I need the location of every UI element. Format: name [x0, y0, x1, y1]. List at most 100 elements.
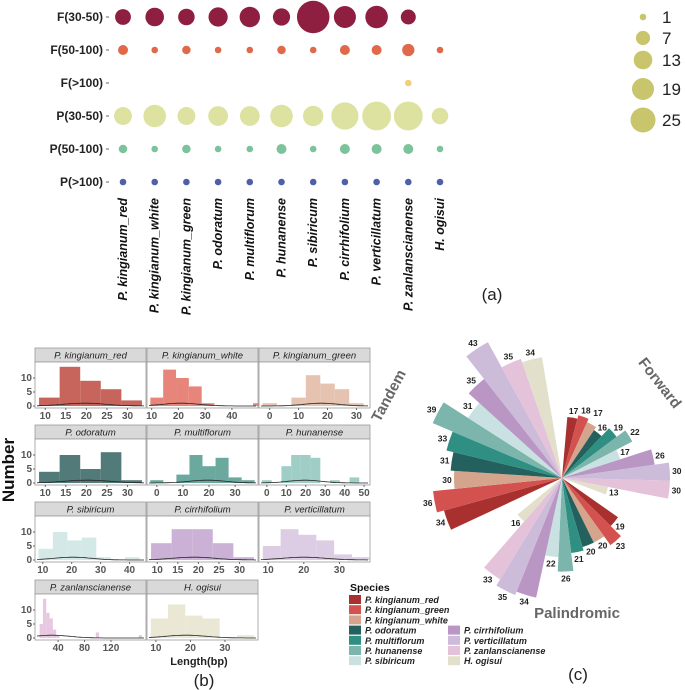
bubble [119, 178, 127, 186]
x-tick-label: 30 [320, 488, 332, 499]
radial-bar [562, 415, 589, 478]
x-tick-label: 20 [203, 488, 215, 499]
bar-value-label: 39 [427, 404, 437, 414]
x-tick-label: 25 [213, 565, 225, 576]
y-tick-label: 5 [26, 387, 32, 398]
bubble [270, 104, 293, 128]
panel-b-xlabel: Length(bp) [170, 656, 228, 668]
x-tick-label: 0 [264, 488, 270, 499]
bubble [115, 9, 131, 25]
histogram-bar [100, 452, 122, 483]
x-tick-label: 10 [40, 411, 52, 422]
bubble [373, 178, 380, 186]
x-tick-label: 40 [124, 565, 136, 576]
histogram-bar [334, 389, 350, 406]
legend-title: Species [350, 582, 390, 594]
density-curve [260, 556, 369, 561]
histogram-bar [151, 543, 172, 560]
bubble [278, 178, 285, 186]
column-label: P. kingianum_green [179, 198, 193, 316]
radial-bar [562, 428, 617, 478]
legend-label: P. kingianum_red [365, 595, 439, 605]
panel-b-label: (b) [194, 671, 215, 690]
radial-bar [516, 478, 562, 598]
legend-swatch [349, 635, 361, 645]
bar-value-label: 30 [442, 475, 452, 485]
radial-bar [450, 452, 562, 478]
bar-value-label: 17 [569, 406, 579, 416]
bar-value-label: 22 [546, 558, 556, 568]
size-legend-label: 19 [662, 80, 681, 99]
bubble [114, 107, 132, 125]
facet: P. multiflorum 0 10 20 30 [146, 424, 259, 499]
facet-title: P. kingianum_red [54, 351, 127, 362]
histogram-bar [167, 604, 186, 638]
bubble [341, 178, 349, 186]
histogram-bar [176, 474, 190, 483]
facet: P. odoratum 0 5 10 10 15 20 25 30 [21, 424, 147, 499]
facet-title: P. cirrhifolium [174, 505, 230, 516]
radial-bar [562, 478, 605, 543]
radial-bar [443, 478, 562, 530]
histogram-bar [80, 469, 101, 483]
radial-bar [501, 358, 562, 478]
legend-label: P. odoratum [365, 626, 416, 636]
x-tick-label: 20 [298, 565, 310, 576]
histogram-bar [261, 480, 272, 483]
histogram-bar [316, 540, 335, 560]
histogram-bar [233, 557, 254, 560]
y-tick-label: 5 [26, 619, 32, 630]
group-label-palindromic: Palindromic [534, 605, 620, 622]
histogram-bar [150, 397, 164, 406]
size-legend-label: 1 [662, 8, 671, 27]
legend-swatch [448, 656, 460, 666]
bubble [405, 79, 412, 87]
facet-title: P. kingianum_white [162, 351, 243, 362]
x-tick-label: 10 [40, 488, 52, 499]
column-label: P. hunanense [275, 198, 289, 278]
histogram-bar [46, 612, 50, 638]
facet-title: P. verticillatum [284, 505, 345, 516]
bubble [151, 145, 158, 153]
bubble [118, 144, 128, 154]
column-label: P. kingianum_red [116, 198, 130, 301]
bubble [145, 7, 164, 27]
y-tick-label: 0 [26, 555, 32, 566]
x-tick-label: 10 [37, 565, 49, 576]
x-tick-label: 25 [101, 488, 113, 499]
histogram-bar [125, 557, 140, 560]
bubble [214, 178, 222, 186]
bar-value-label: 34 [526, 348, 536, 358]
bar-value-label: 43 [468, 338, 478, 348]
bubble [339, 45, 350, 55]
bubble [331, 102, 359, 130]
radial-bar [484, 478, 562, 580]
x-tick-label: 20 [322, 411, 334, 422]
bubble [246, 145, 254, 153]
radial-bar [562, 478, 608, 495]
histogram-bar [38, 548, 53, 560]
row-label: P(>100) [60, 175, 103, 189]
facet: P. kingianum_red 0 5 10 10 15 20 25 30 [21, 347, 147, 422]
facet-title: P. kingianum_green [273, 351, 356, 362]
legend-label: P. zanlanscianense [464, 646, 545, 656]
row-label: P(30-50) [56, 109, 103, 123]
radial-bar [557, 478, 574, 572]
histogram-bar [291, 397, 306, 406]
x-tick-label: 30 [122, 411, 134, 422]
histogram-bar [52, 532, 68, 560]
facet-title: P. zanlanscianense [50, 583, 131, 594]
x-tick-label: 30 [200, 411, 212, 422]
legend-swatch [349, 595, 361, 604]
bubble [296, 0, 330, 34]
bubble [208, 7, 228, 27]
facet: P. hunanense 0 10 20 30 40 50 [258, 424, 371, 499]
x-tick-label: 40 [226, 411, 238, 422]
bar-value-label: 26 [561, 574, 571, 584]
bar-value-label: 30 [672, 485, 682, 495]
panel-a-bubble-chart: F(30-50) F(50-100) F(>100) P(30-50) P(50-100… [50, 0, 681, 316]
histogram-bar [262, 403, 277, 406]
histogram-bar [212, 543, 234, 560]
histogram-bar [52, 629, 57, 638]
